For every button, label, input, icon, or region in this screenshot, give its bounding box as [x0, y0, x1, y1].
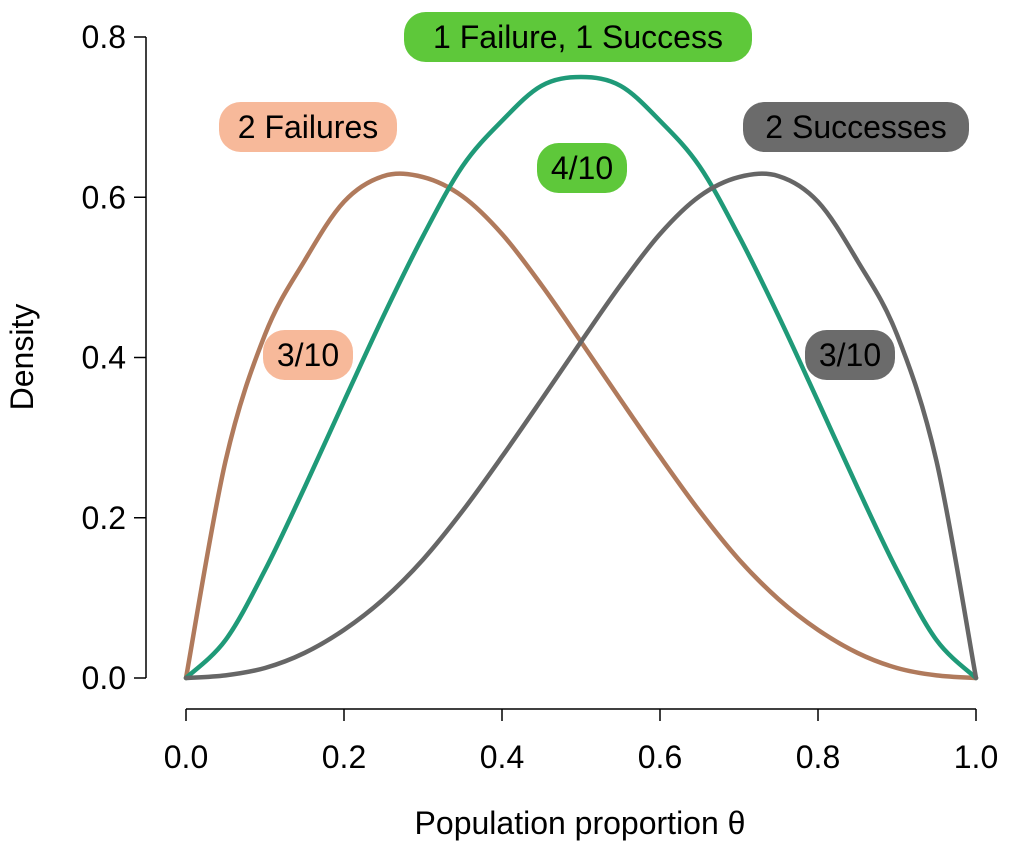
label-1-failure-1-success-prior-background: [537, 143, 627, 193]
x-tick-label: 1.0: [954, 739, 998, 775]
label-2-successes-text: 2 Successes: [765, 109, 946, 145]
curve-2-failures: [183, 171, 979, 681]
label-2-failures-prior-text: 3/10: [277, 337, 339, 373]
label-2-successes-prior-background: [805, 330, 895, 380]
label-1-failure-1-success-prior-text: 4/10: [551, 150, 613, 186]
curves: [183, 74, 979, 681]
y-tick-label: 0.8: [82, 19, 126, 55]
y-tick-label: 0.0: [82, 660, 126, 696]
label-2-failures-prior: 3/10: [263, 330, 353, 380]
x-tick-label: 0.0: [164, 739, 208, 775]
label-2-successes-prior: 3/10: [805, 330, 895, 380]
label-2-failures: 2 Failures: [219, 102, 397, 152]
y-tick-label: 0.4: [82, 340, 126, 376]
label-2-successes: 2 Successes: [743, 102, 969, 152]
x-tick-label: 0.4: [480, 739, 524, 775]
annotations: 2 Failures 3/10 1 Failure, 1 Success 4/10 2 …: [219, 12, 969, 380]
label-2-failures-prior-background: [263, 330, 353, 380]
y-axis-title: Density: [4, 304, 40, 411]
label-1-failure-1-success: 1 Failure, 1 Success: [404, 12, 752, 62]
label-1-failure-1-success-background: [404, 12, 752, 62]
curve-1-failure-1-success: [183, 74, 979, 681]
label-2-successes-background: [743, 102, 969, 152]
x-tick-label: 0.2: [322, 739, 366, 775]
label-1-failure-1-success-prior: 4/10: [537, 143, 627, 193]
label-2-failures-text: 2 Failures: [238, 109, 379, 145]
y-tick-label: 0.2: [82, 500, 126, 536]
label-2-failures-background: [219, 102, 397, 152]
curve-2-successes: [183, 171, 979, 681]
label-1-failure-1-success-text: 1 Failure, 1 Success: [433, 19, 723, 55]
axes: 0.0 0.2 0.4 0.6 0.8 0.0 0.2 0.4 0.6 0.8 1.0 Populat…: [4, 19, 998, 841]
x-tick-label: 0.8: [796, 739, 840, 775]
x-tick-label: 0.6: [638, 739, 682, 775]
label-2-successes-prior-text: 3/10: [819, 337, 881, 373]
x-axis-title: Population proportion θ: [415, 805, 746, 841]
y-tick-label: 0.6: [82, 179, 126, 215]
